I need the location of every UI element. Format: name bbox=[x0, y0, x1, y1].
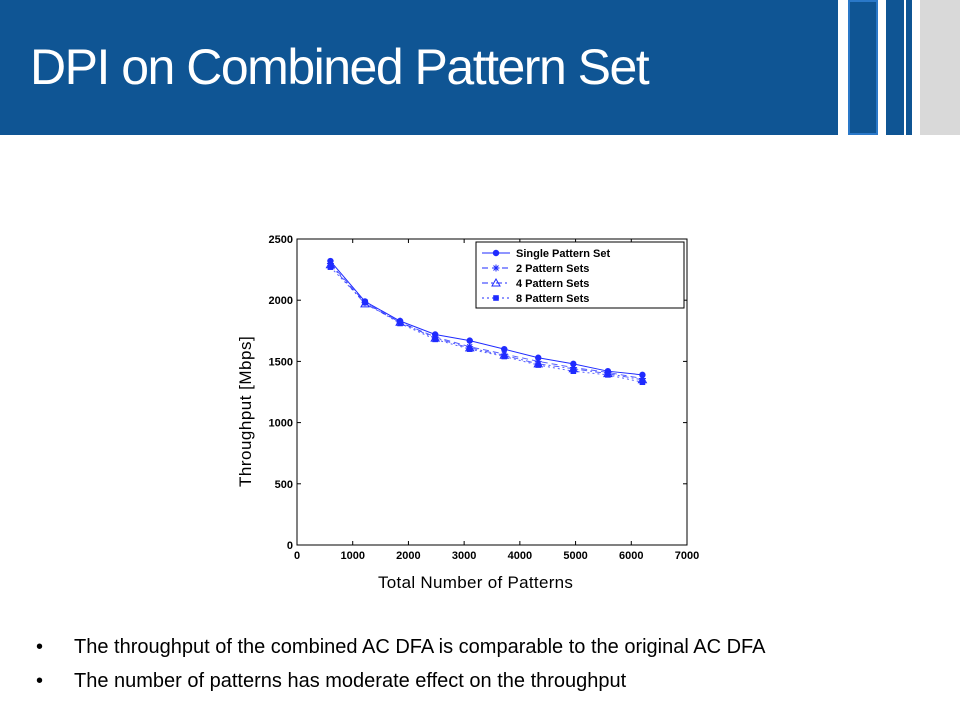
data-point bbox=[535, 362, 542, 368]
y-tick-label: 2000 bbox=[269, 295, 293, 307]
bullet-item: The number of patterns has moderate effe… bbox=[36, 664, 936, 698]
title-bar bbox=[0, 0, 838, 135]
x-tick-label: 1000 bbox=[340, 550, 364, 562]
x-tick-label: 5000 bbox=[563, 550, 587, 562]
data-point bbox=[501, 353, 508, 360]
chart-svg: 0 1000 2000 3000 4000 5000 6000 7000 0 500 1000 150… bbox=[269, 234, 700, 562]
decor-bar bbox=[886, 0, 904, 135]
x-tick-label: 6000 bbox=[619, 550, 643, 562]
series-line bbox=[330, 260, 643, 376]
decor-bar-thin bbox=[906, 0, 912, 135]
slide-title: DPI on Combined Pattern Set bbox=[30, 39, 650, 95]
legend-marker bbox=[492, 264, 500, 272]
series-8-pattern-sets bbox=[327, 264, 646, 386]
legend-label: 2 Pattern Sets bbox=[516, 263, 589, 275]
data-point bbox=[605, 372, 611, 378]
x-axis-title: Total Number of Patterns bbox=[378, 573, 574, 592]
y-tick-label: 2500 bbox=[269, 234, 293, 246]
legend-marker bbox=[492, 249, 500, 257]
decor-bar-outlined bbox=[848, 0, 878, 135]
chart: 0 1000 2000 3000 4000 5000 6000 7000 0 500 1000 150… bbox=[230, 225, 720, 605]
x-tick-label: 0 bbox=[294, 550, 300, 562]
x-tick-label: 2000 bbox=[396, 550, 420, 562]
legend-box bbox=[475, 241, 685, 309]
data-point bbox=[570, 368, 577, 374]
bullet-item: The throughput of the combined AC DFA is… bbox=[36, 630, 936, 664]
data-point bbox=[466, 337, 473, 344]
y-tick-label: 0 bbox=[287, 540, 293, 552]
series-line bbox=[330, 264, 643, 381]
x-tick-label: 3000 bbox=[452, 550, 476, 562]
y-tick-label: 1000 bbox=[269, 418, 293, 430]
y-axis-title: Throughput [Mbps] bbox=[236, 335, 255, 487]
decor-bar-gray bbox=[920, 0, 960, 135]
legend: Single Pattern Set 2 Pattern Sets 4 Patter… bbox=[475, 241, 685, 309]
x-tick-label: 7000 bbox=[675, 550, 699, 562]
data-point bbox=[501, 345, 508, 353]
legend-marker bbox=[493, 295, 499, 301]
data-point bbox=[362, 299, 368, 306]
legend-label: Single Pattern Set bbox=[516, 248, 610, 260]
legend-label: 8 Pattern Sets bbox=[516, 293, 589, 305]
legend-marker bbox=[491, 277, 501, 287]
y-tick-label: 1500 bbox=[269, 356, 293, 368]
data-point bbox=[432, 336, 438, 343]
y-tick-label: 500 bbox=[275, 479, 293, 491]
series-line bbox=[330, 263, 643, 380]
bullet-list: The throughput of the combined AC DFA is… bbox=[36, 630, 936, 698]
data-point bbox=[466, 346, 473, 352]
data-point bbox=[639, 379, 646, 386]
legend-label: 4 Pattern Sets bbox=[516, 278, 589, 290]
x-tick-label: 4000 bbox=[508, 550, 532, 562]
data-point bbox=[397, 320, 403, 327]
data-point bbox=[327, 264, 334, 270]
